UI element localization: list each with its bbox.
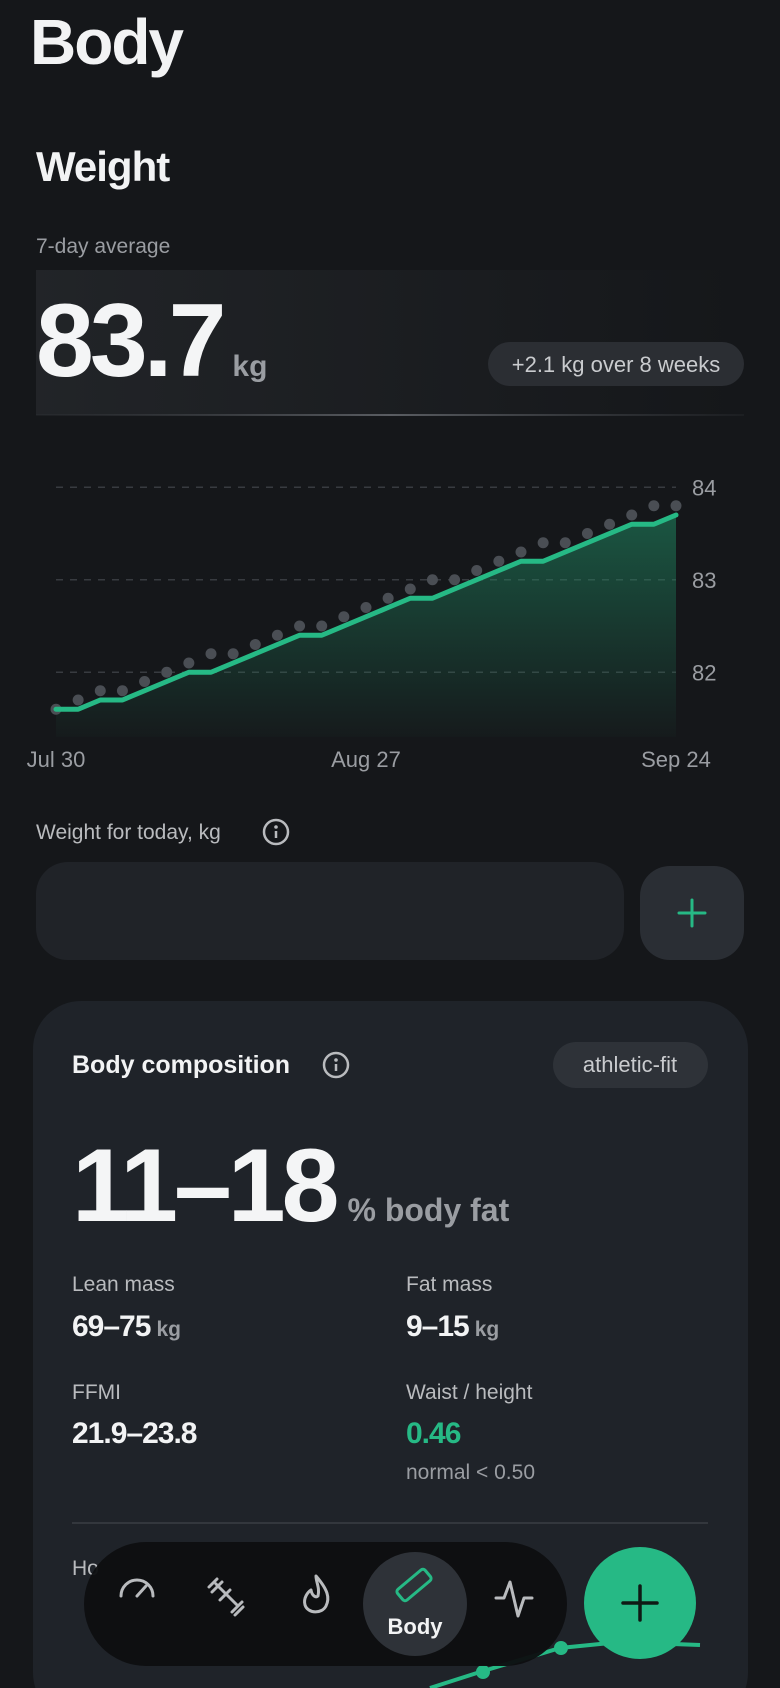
x-tick-label: Sep 24 — [641, 747, 711, 772]
nav-body-icon — [395, 1567, 433, 1603]
daily-point — [426, 574, 438, 586]
nav-active-label: Body — [388, 1614, 444, 1639]
stat-value: 69–75 kg — [72, 1310, 181, 1343]
value: 83.7 — [36, 283, 223, 399]
daily-point — [515, 546, 527, 558]
trend-line — [53, 512, 679, 712]
stat-value: 0.46 — [406, 1417, 461, 1450]
daily-point — [316, 620, 328, 632]
nav-workouts[interactable] — [207, 1577, 245, 1617]
average-value: 83.7 kg — [36, 283, 267, 399]
daily-point — [670, 500, 682, 512]
unit: % body fat — [347, 1192, 509, 1228]
daily-point — [227, 648, 239, 660]
weight-input[interactable] — [36, 862, 624, 960]
body-fat: 11–18 % body fat — [72, 1128, 510, 1244]
daily-point — [404, 583, 416, 595]
nav-active-bg[interactable] — [363, 1552, 467, 1656]
x-tick-label: Jul 30 — [27, 747, 86, 772]
input-label: Weight for today, kg — [36, 821, 221, 844]
y-tick-label: 83 — [692, 568, 716, 593]
daily-point — [471, 565, 483, 576]
daily-point — [581, 528, 593, 539]
fab-add[interactable] — [584, 1547, 696, 1659]
daily-point — [360, 602, 372, 613]
y-tick-label: 82 — [692, 660, 716, 685]
page-title: Body — [30, 6, 184, 78]
stat-label: Waist / height — [406, 1381, 533, 1404]
x-tick-label: Aug 27 — [331, 747, 401, 772]
partial-dot — [554, 1641, 568, 1655]
y-tick-label: 84 — [692, 475, 716, 500]
change-text: +2.1 kg over 8 weeks — [512, 352, 721, 377]
daily-point — [493, 555, 505, 567]
daily-point — [205, 648, 217, 660]
stat-label: Lean mass — [72, 1273, 175, 1296]
daily-point — [249, 639, 261, 650]
bottom-nav: Body — [84, 1542, 567, 1666]
nav-nutrition[interactable] — [303, 1574, 330, 1614]
value: 9–15 — [406, 1310, 469, 1343]
daily-point — [338, 611, 350, 623]
stat-value: 21.9–23.8 — [72, 1417, 197, 1450]
nav-activity[interactable] — [494, 1580, 534, 1618]
daily-point — [382, 592, 394, 604]
badge — [553, 1042, 708, 1088]
stat-label: Fat mass — [406, 1273, 492, 1296]
nav-dashboard[interactable] — [119, 1578, 155, 1598]
unit: kg — [475, 1318, 500, 1341]
daily-point — [72, 694, 84, 706]
info-icon[interactable] — [262, 818, 290, 846]
section-title: Weight — [36, 143, 170, 190]
weight-chart: 82 83 84 Jul 30 Aug 27 Sep 24 — [27, 475, 717, 772]
change-pill — [488, 342, 744, 386]
daily-point — [161, 666, 173, 678]
unit: kg — [156, 1318, 181, 1341]
daily-point — [537, 537, 549, 549]
divider — [36, 414, 744, 416]
daily-point — [626, 509, 638, 521]
daily-point — [604, 518, 616, 530]
daily-point — [94, 685, 106, 697]
card-title: Body composition — [72, 1051, 290, 1079]
composition-card — [33, 1001, 748, 1688]
stat-value: 9–15 kg — [406, 1310, 499, 1343]
daily-point — [139, 676, 151, 687]
info-icon[interactable] — [322, 1051, 350, 1079]
partial-dot — [476, 1665, 490, 1679]
daily-point — [648, 500, 660, 512]
daily-point — [271, 629, 283, 641]
stat-label: FFMI — [72, 1381, 121, 1404]
unit: kg — [232, 350, 267, 383]
daily-point — [559, 537, 571, 549]
value: 69–75 — [72, 1310, 151, 1343]
average-label: 7-day average — [36, 235, 170, 258]
badge-text: athletic-fit — [583, 1052, 677, 1077]
stat-note: normal < 0.50 — [406, 1461, 535, 1484]
daily-point — [449, 574, 461, 586]
daily-point — [183, 657, 195, 669]
daily-point — [116, 685, 128, 697]
daily-point — [294, 620, 306, 632]
trend-area — [56, 515, 676, 737]
value: 11–18 — [72, 1128, 337, 1244]
add-button[interactable] — [640, 866, 744, 960]
divider — [72, 1522, 708, 1524]
